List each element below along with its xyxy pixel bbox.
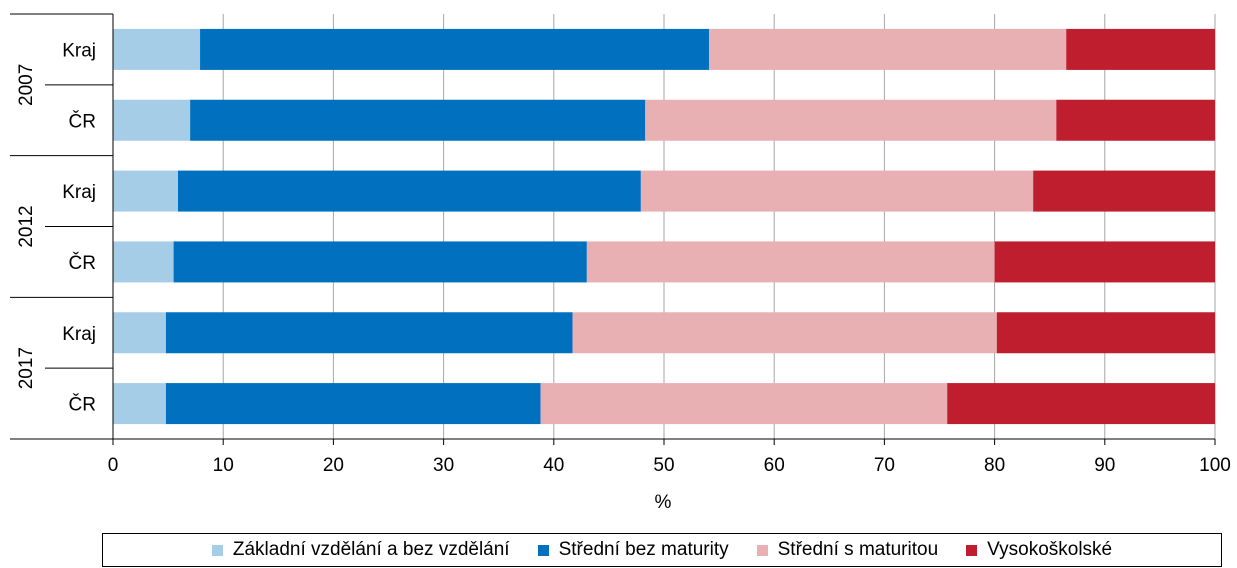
legend-label: Základní vzdělání a bez vzdělání: [232, 539, 510, 560]
x-tick-label: 50: [653, 455, 674, 476]
category-label: Kraj: [62, 324, 96, 345]
category-label: Kraj: [62, 182, 96, 203]
legend-swatch: [211, 544, 223, 556]
legend-label: Střední bez maturity: [558, 539, 729, 560]
bar-segment: [173, 241, 587, 283]
bar-segment: [572, 312, 997, 354]
legend-item: Střední bez maturity: [537, 539, 729, 561]
bar-segment: [190, 99, 646, 141]
bar-segment: [709, 28, 1067, 70]
legend-swatch: [966, 544, 978, 556]
bar-segment: [165, 383, 541, 425]
bar-segment: [947, 383, 1215, 425]
x-tick-label: 70: [874, 455, 895, 476]
group-label: 2007: [16, 64, 37, 106]
category-label: Kraj: [62, 40, 96, 61]
x-tick-label: 100: [1199, 455, 1231, 476]
category-label: ČR: [69, 394, 96, 416]
legend-item: Základní vzdělání a bez vzdělání: [211, 539, 510, 561]
category-label: ČR: [69, 252, 96, 274]
bar-segment: [1066, 28, 1215, 70]
gridlines: [222, 14, 1216, 439]
bar-segment: [1056, 99, 1215, 141]
category-labels: Kraj ČR Kraj ČR Kraj ČR: [62, 40, 96, 415]
bar-segment: [996, 312, 1215, 354]
x-tick-label: 60: [764, 455, 785, 476]
bar-segment: [165, 312, 573, 354]
category-label: ČR: [69, 110, 96, 132]
bar-segment: [645, 99, 1057, 141]
bar-segment: [113, 170, 179, 212]
axes: [10, 13, 1216, 445]
x-tick-label: 10: [213, 455, 234, 476]
legend-label: Střední s maturitou: [777, 539, 939, 560]
bar-segment: [200, 28, 710, 70]
bar-segment: [1033, 170, 1215, 212]
bar-segment: [586, 241, 995, 283]
group-label: 2017: [16, 347, 37, 389]
bar-segment: [178, 170, 641, 212]
legend-swatch: [537, 544, 549, 556]
bar-segment: [540, 383, 948, 425]
x-axis-label: %: [655, 492, 672, 513]
legend-item: Střední s maturitou: [756, 539, 939, 561]
bar-segment: [113, 241, 174, 283]
bar-segment: [113, 99, 191, 141]
bar-segment: [994, 241, 1215, 283]
x-tick-label: 30: [433, 455, 454, 476]
legend-label: Vysokoškolské: [987, 539, 1113, 560]
bar-segment: [113, 28, 201, 70]
legend-item: Vysokoškolské: [966, 539, 1112, 561]
x-tick-label: 90: [1094, 455, 1115, 476]
group-label: 2012: [16, 205, 37, 247]
legend-swatch: [756, 544, 768, 556]
x-tick-label: 20: [323, 455, 344, 476]
bar-segments: [113, 28, 1215, 425]
x-tick-label: 80: [984, 455, 1005, 476]
bar-segment: [640, 170, 1034, 212]
x-tick-label: 40: [543, 455, 564, 476]
x-tick-labels: 0 10 20 30 40 50 60 70 80 90 100: [108, 455, 1231, 476]
group-labels: 2007 2012 2017: [16, 64, 37, 390]
bar-segment: [113, 383, 166, 425]
bar-segment: [113, 312, 166, 354]
legend: Základní vzdělání a bez vzdělání Střední …: [102, 533, 1222, 567]
x-tick-label: 0: [108, 455, 119, 476]
